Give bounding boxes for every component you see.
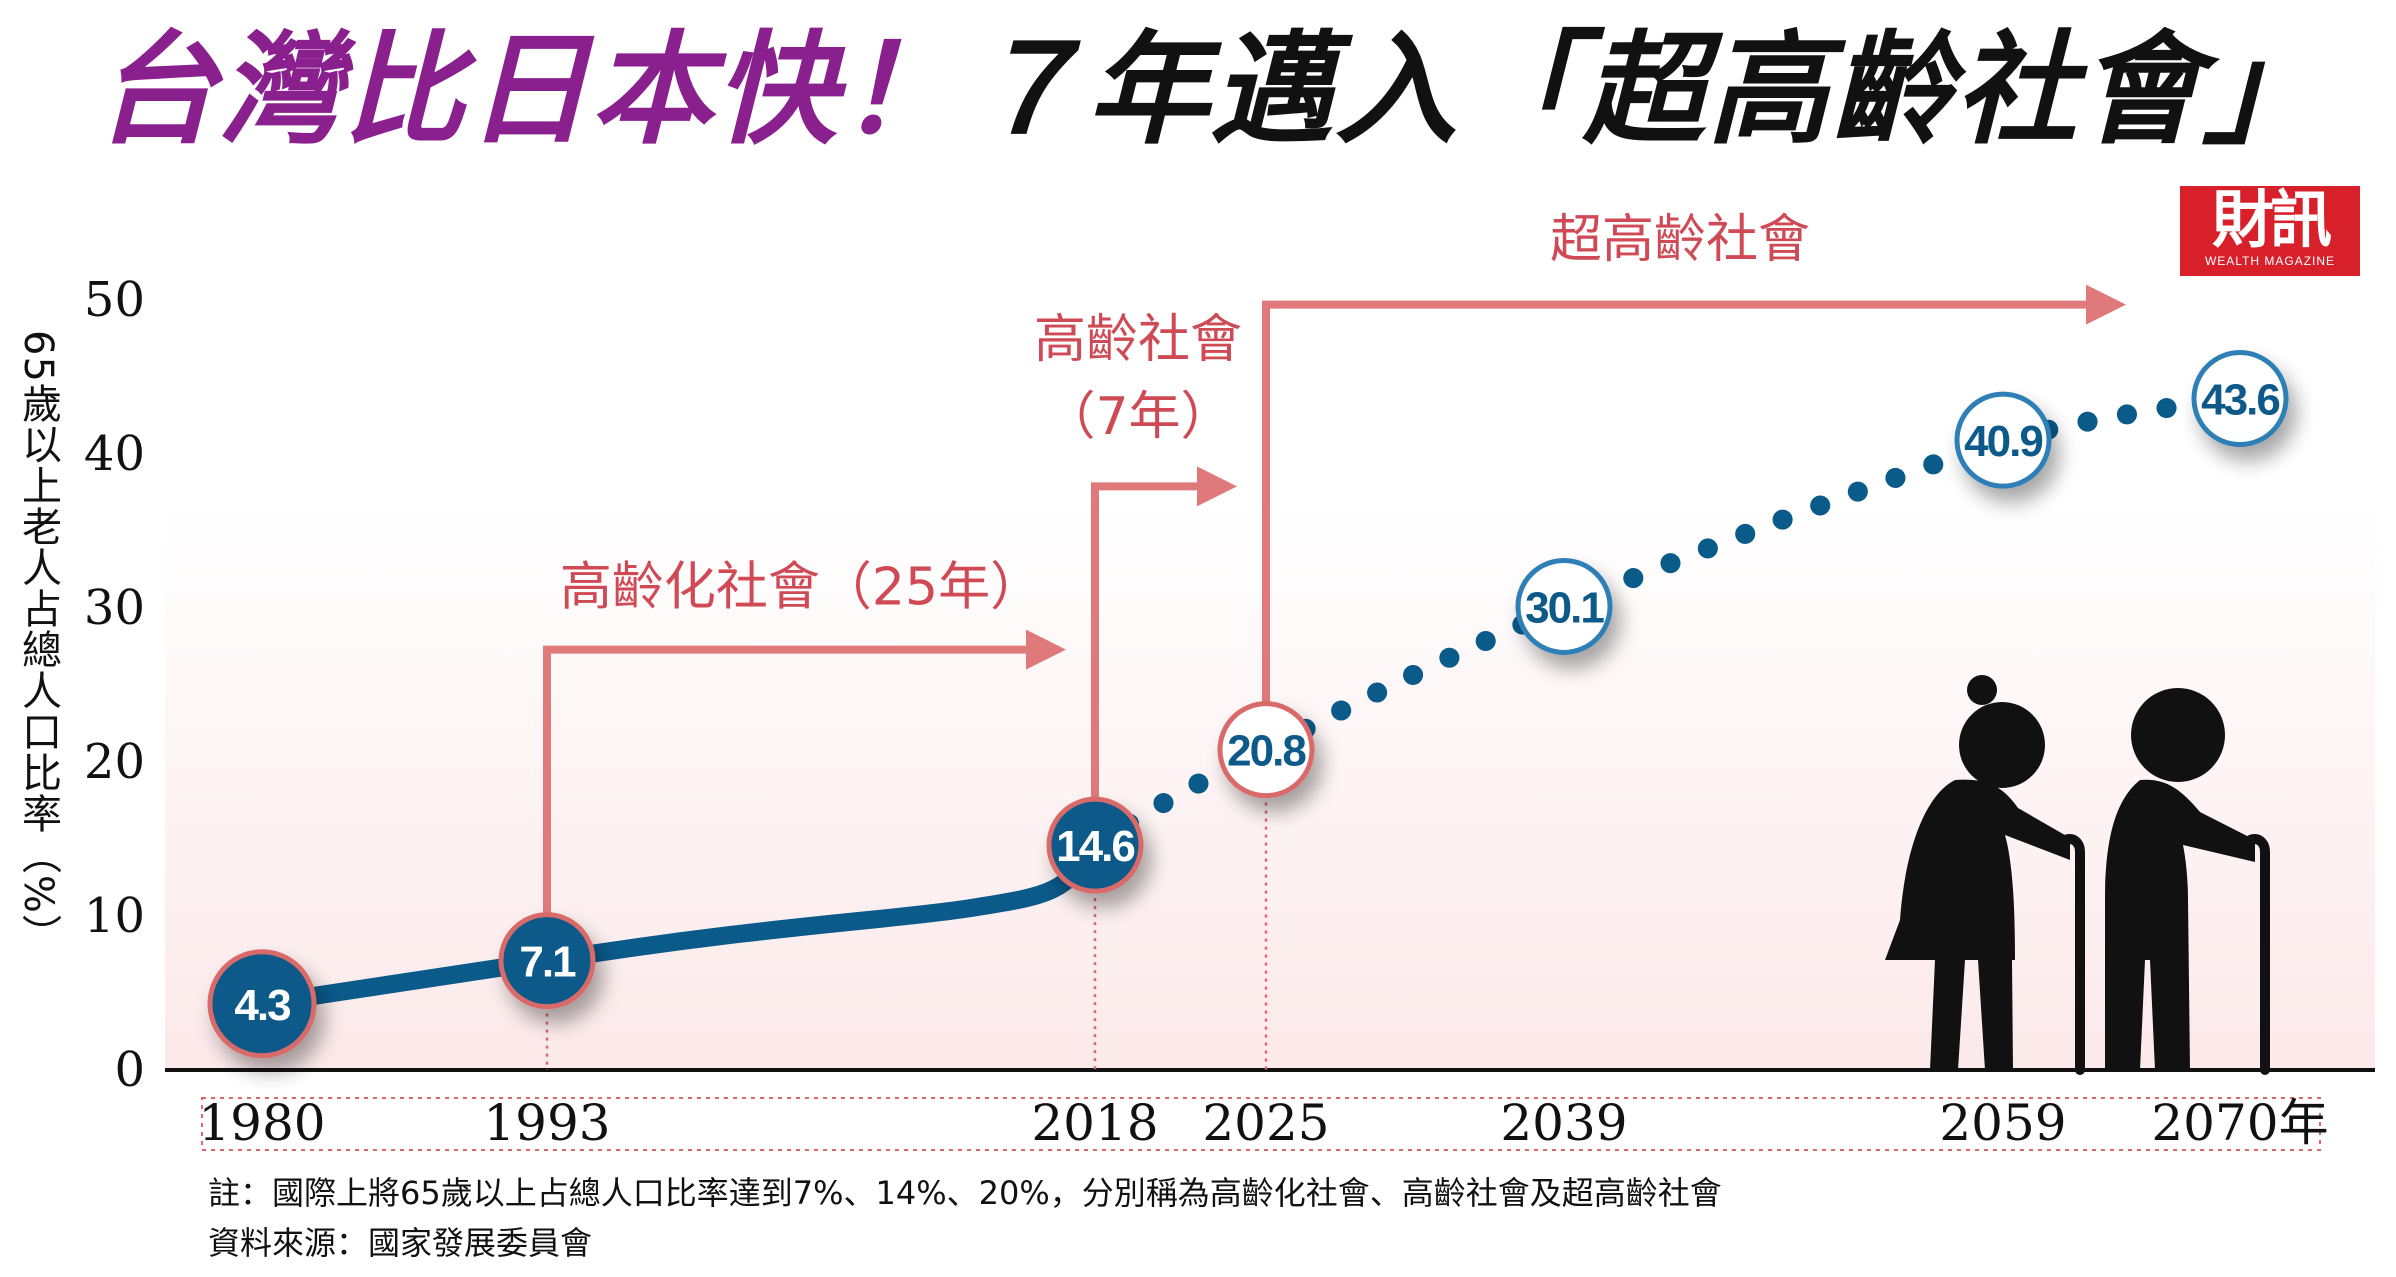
y-tick-label: 40 bbox=[84, 426, 145, 482]
stage-arrow bbox=[543, 629, 1066, 919]
data-point: 20.8 bbox=[1217, 701, 1315, 799]
data-point-marker bbox=[2191, 350, 2289, 448]
man-body bbox=[2105, 779, 2255, 1070]
data-point-marker bbox=[1217, 701, 1315, 799]
data-point-marker bbox=[1515, 557, 1613, 655]
data-point: 7.1 bbox=[498, 912, 596, 1010]
y-tick-label: 0 bbox=[114, 1042, 145, 1098]
y-tick-label: 10 bbox=[84, 888, 145, 944]
stage-arrow bbox=[1091, 466, 1237, 801]
x-tick-label: 2059 bbox=[1939, 1094, 2066, 1152]
man-head bbox=[2131, 688, 2225, 782]
data-label: 14.6 bbox=[1056, 822, 1134, 871]
data-point-marker bbox=[1954, 391, 2052, 489]
title-part1: 台灣比日本快！ bbox=[95, 19, 963, 161]
source-note: 資料來源：國家發展委員會 bbox=[208, 1224, 593, 1262]
elderly-couple-illustration bbox=[1885, 675, 2270, 1075]
stage-label: 超高齡社會 bbox=[1550, 210, 1810, 270]
x-tick-label: 2039 bbox=[1500, 1094, 1627, 1152]
man-cane bbox=[2240, 834, 2270, 1075]
data-label: 30.1 bbox=[1525, 583, 1604, 632]
stage-sublabel: （7年） bbox=[1043, 387, 1232, 447]
logo-subtitle: WEALTH MAGAZINE bbox=[2204, 254, 2336, 268]
data-label: 43.6 bbox=[2201, 376, 2279, 425]
data-label: 20.8 bbox=[1227, 727, 1306, 776]
x-tick-label: 2070年 bbox=[2151, 1094, 2328, 1152]
y-tick-label: 50 bbox=[84, 272, 145, 328]
data-point-marker bbox=[1046, 796, 1144, 894]
stage-label: 高齡社會 bbox=[1034, 310, 1242, 370]
data-point: 4.3 bbox=[207, 949, 317, 1059]
data-point-marker bbox=[207, 949, 317, 1059]
data-point-marker bbox=[498, 912, 596, 1010]
logo: 財訊 WEALTH MAGAZINE bbox=[2180, 186, 2360, 276]
series-line-actual bbox=[253, 836, 1104, 1013]
logo-text: 財訊 bbox=[2211, 183, 2332, 256]
woman-cane bbox=[2055, 834, 2085, 1075]
stage-arrow bbox=[1262, 284, 2126, 705]
x-axis-label-frame bbox=[201, 1097, 2321, 1151]
x-tick-label: 1980 bbox=[198, 1094, 325, 1152]
data-label: 4.3 bbox=[234, 981, 290, 1030]
data-point: 30.1 bbox=[1515, 557, 1613, 655]
y-tick-label: 30 bbox=[84, 580, 145, 636]
y-tick-label: 20 bbox=[84, 734, 145, 790]
y-axis-label: 65歲以上老人占總人口比率（%） bbox=[15, 330, 61, 955]
woman-body bbox=[1885, 779, 2070, 1070]
data-label: 40.9 bbox=[1964, 417, 2042, 466]
stage-label: 高齡化社會（25年） bbox=[560, 558, 1042, 618]
woman-hair-bun bbox=[1967, 675, 1997, 705]
data-point: 14.6 bbox=[1046, 796, 1144, 894]
x-tick-label: 2025 bbox=[1202, 1094, 1329, 1152]
data-label: 7.1 bbox=[519, 938, 576, 987]
woman-head bbox=[1959, 702, 2045, 788]
data-point: 43.6 bbox=[2191, 350, 2289, 448]
data-point: 40.9 bbox=[1954, 391, 2052, 489]
title-part2: ７年邁入「超高齡社會」 bbox=[963, 19, 2327, 161]
footnote: 註：國際上將65歲以上占總人口比率達到7%、14%、20%，分別稱為高齡化社會、… bbox=[208, 1174, 1722, 1212]
page-title: 台灣比日本快！７年邁入「超高齡社會」 bbox=[95, 10, 2395, 170]
x-tick-label: 1993 bbox=[483, 1094, 610, 1152]
x-tick-label: 2018 bbox=[1031, 1094, 1158, 1152]
